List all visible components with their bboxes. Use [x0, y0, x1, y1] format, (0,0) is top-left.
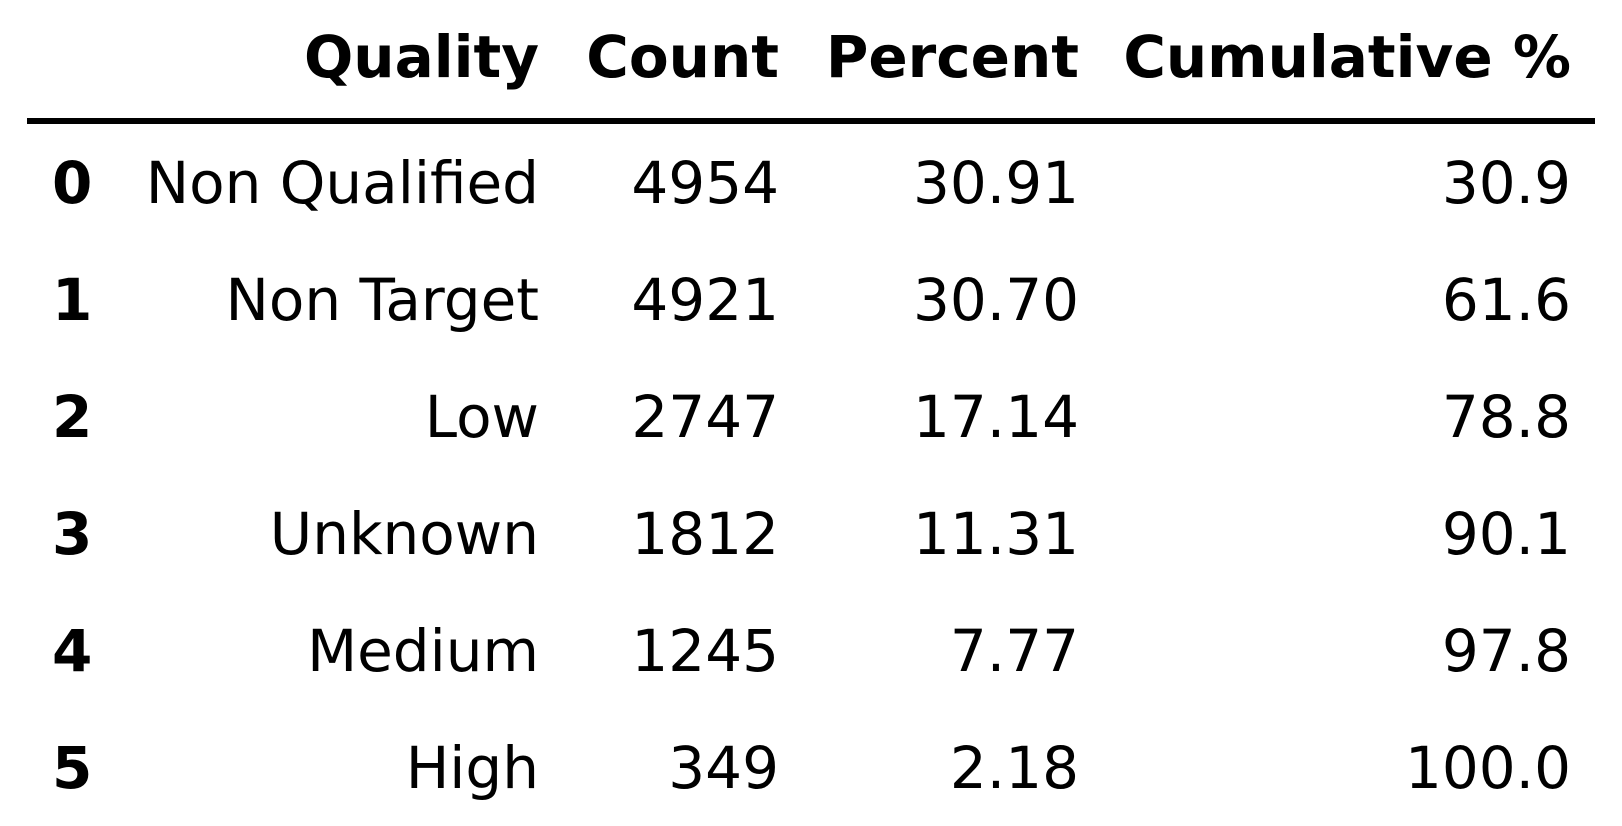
count-cell: 2747 [631, 382, 779, 451]
percent-cell: 7.77 [949, 616, 1079, 685]
table-row: 5 High 349 2.18 100.0 [27, 709, 1595, 826]
percent-cell: 30.70 [912, 265, 1079, 334]
row-index: 2 [52, 382, 93, 451]
cumulative-cell: 78.8 [1441, 382, 1571, 451]
row-index: 4 [52, 616, 93, 685]
quality-cell: Low [424, 382, 539, 451]
table-row: 1 Non Target 4921 30.70 61.6 [27, 241, 1595, 358]
cumulative-cell: 61.6 [1441, 265, 1571, 334]
quality-cell: Medium [307, 616, 539, 685]
count-cell: 349 [668, 733, 779, 802]
quality-cell: Unknown [269, 499, 539, 568]
table-row: 4 Medium 1245 7.77 97.8 [27, 592, 1595, 709]
percent-cell: 11.31 [912, 499, 1079, 568]
row-index: 0 [52, 148, 93, 217]
table-row: 0 Non Qualified 4954 30.91 30.9 [27, 121, 1595, 241]
percent-column-header: Percent [803, 0, 1103, 124]
cumulative-cell: 30.9 [1441, 148, 1571, 217]
row-index: 5 [52, 733, 93, 802]
percent-cell: 17.14 [912, 382, 1079, 451]
table-header: Quality Count Percent Cumulative % [27, 0, 1595, 124]
cumulative-cell: 90.1 [1441, 499, 1571, 568]
count-column-header: Count [563, 0, 803, 124]
table-row: 2 Low 2747 17.14 78.8 [27, 358, 1595, 475]
quality-column-header: Quality [117, 0, 563, 124]
table-body: 0 Non Qualified 4954 30.91 30.9 1 Non Ta… [27, 121, 1595, 826]
table-row: 3 Unknown 1812 11.31 90.1 [27, 475, 1595, 592]
quality-cell: Non Target [225, 265, 539, 334]
count-cell: 4921 [631, 265, 779, 334]
count-cell: 4954 [631, 148, 779, 217]
cumulative-column-header: Cumulative % [1103, 0, 1595, 124]
percent-cell: 30.91 [912, 148, 1079, 217]
percent-cell: 2.18 [949, 733, 1079, 802]
quality-cell: Non Qualified [145, 148, 539, 217]
header-row: Quality Count Percent Cumulative % [27, 0, 1595, 124]
index-column-header [27, 0, 117, 124]
row-index: 1 [52, 265, 93, 334]
quality-table: Quality Count Percent Cumulative % 0 Non… [27, 0, 1595, 826]
quality-cell: High [405, 733, 539, 802]
cumulative-cell: 97.8 [1441, 616, 1571, 685]
cumulative-cell: 100.0 [1404, 733, 1571, 802]
count-cell: 1812 [631, 499, 779, 568]
count-cell: 1245 [631, 616, 779, 685]
row-index: 3 [52, 499, 93, 568]
